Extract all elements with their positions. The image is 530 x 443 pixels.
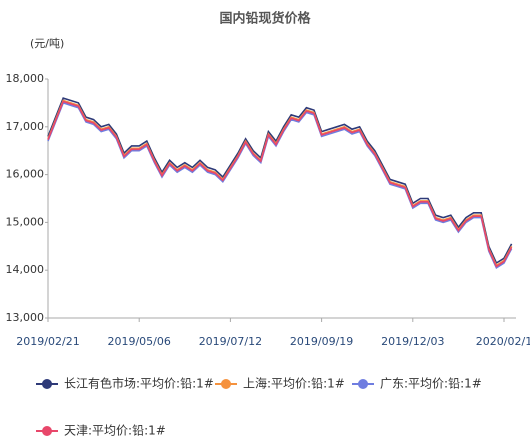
chart-title: 国内铅现货价格 [219, 11, 311, 27]
legend-marker [358, 379, 368, 389]
x-tick-label: 2020/02/1 [476, 335, 530, 348]
series-line [47, 101, 513, 269]
x-tick-label: 2019/09/19 [290, 335, 353, 348]
x-tick-label: 2019/12/03 [381, 335, 444, 348]
x-tick-label: 2019/07/12 [199, 335, 262, 348]
legend-label: 天津:平均价:铅:1# [64, 424, 166, 438]
series-line [47, 97, 513, 265]
y-tick-label: 13,000 [6, 311, 45, 324]
y-tick-label: 14,000 [6, 263, 45, 276]
y-tick-label: 16,000 [6, 168, 45, 181]
x-tick-label: 2019/05/06 [107, 335, 170, 348]
y-tick-label: 18,000 [6, 72, 45, 85]
legend-marker [42, 379, 52, 389]
y-tick-label: 15,000 [6, 215, 45, 228]
legend-marker [42, 426, 52, 436]
legend-marker [221, 379, 231, 389]
legend-label: 广东:平均价:铅:1# [380, 377, 482, 391]
y-tick-label: 17,000 [6, 120, 45, 133]
legend-label: 上海:平均价:铅:1# [243, 376, 345, 391]
series-line [47, 100, 513, 268]
series-line [47, 99, 513, 267]
y-axis-label: (元/吨) [30, 37, 64, 50]
legend-label: 长江有色市场:平均价:铅:1# [64, 376, 214, 391]
x-tick-label: 2019/02/21 [16, 335, 79, 348]
